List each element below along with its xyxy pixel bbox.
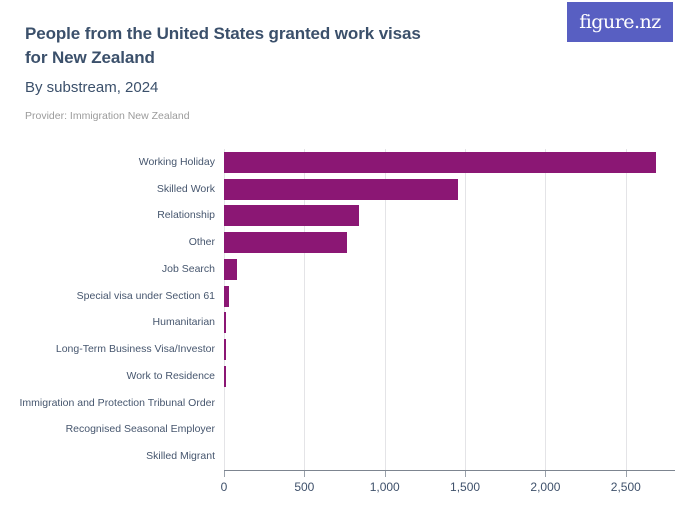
provider-note: Provider: Immigration New Zealand [25, 110, 190, 122]
category-label: Relationship [157, 209, 215, 222]
chart-row: Job Search [0, 256, 700, 283]
x-axis-tick [304, 471, 306, 477]
bar-work-to-residence [224, 365, 226, 387]
x-axis-tick-label: 0 [220, 480, 228, 494]
x-axis-line [224, 470, 675, 471]
gridline-x-1500 [465, 149, 467, 470]
category-label: Skilled Work [156, 182, 215, 195]
chart-row: Skilled Migrant [0, 443, 700, 470]
bar-other [224, 232, 347, 254]
bar-humanitarian [224, 312, 227, 334]
chart-row: Immigration and Protection Tribunal Orde… [0, 390, 700, 417]
chart-row: Relationship [0, 203, 700, 230]
x-axis-tick-label: 2,500 [610, 480, 641, 494]
x-axis-tick [384, 471, 386, 477]
plot-area [224, 149, 674, 470]
gridline-x-2000 [545, 149, 547, 470]
chart-row: Working Holiday [0, 149, 700, 176]
chart-row: Skilled Work [0, 176, 700, 203]
x-axis-tick [545, 471, 547, 477]
x-axis-tick [465, 471, 467, 477]
chart-row: Long-Term Business Visa/Investor [0, 336, 700, 363]
x-axis-tick-label: 500 [294, 480, 315, 494]
chart-row: Work to Residence [0, 363, 700, 390]
category-label: Working Holiday [138, 155, 215, 168]
gridline-x-2500 [625, 149, 627, 470]
category-label: Immigration and Protection Tribunal Orde… [19, 396, 215, 409]
category-label: Long-Term Business Visa/Investor [55, 343, 215, 356]
bar-job-search [224, 258, 237, 280]
category-label: Special visa under Section 61 [76, 289, 215, 302]
bar-relationship [224, 205, 359, 227]
category-label: Work to Residence [126, 369, 215, 382]
bar-working-holiday [224, 151, 657, 173]
category-label: Other [188, 236, 215, 249]
x-axis-tick-label: 2,000 [530, 480, 561, 494]
chart-row: Other [0, 229, 700, 256]
category-label: Recognised Seasonal Employer [65, 423, 215, 436]
category-label: Job Search [161, 262, 215, 275]
chart-title: People from the United States granted wo… [25, 24, 421, 67]
bar-special-visa-under-section-61 [224, 285, 229, 307]
chart-row: Humanitarian [0, 310, 700, 337]
x-axis-tick-label: 1,500 [450, 480, 481, 494]
figure-nz-logo-text: figure.nz [579, 11, 661, 33]
chart-header: People from the United States granted wo… [25, 22, 545, 122]
x-axis-tick [224, 471, 225, 477]
figure-nz-logo: figure.nz [567, 2, 673, 42]
category-label: Humanitarian [152, 316, 215, 329]
chart-subtitle: By substream, 2024 [25, 79, 159, 96]
gridline-x-1000 [384, 149, 386, 470]
chart-row: Special visa under Section 61 [0, 283, 700, 310]
x-axis-tick [625, 471, 627, 477]
chart-row: Recognised Seasonal Employer [0, 417, 700, 444]
gridline-x-500 [304, 149, 306, 470]
bar-long-term-business-visa-investor [224, 339, 226, 361]
gridline-x-0 [224, 149, 225, 470]
bar-skilled-work [224, 178, 458, 200]
x-axis-tick-label: 1,000 [369, 480, 400, 494]
category-label: Skilled Migrant [146, 450, 215, 463]
bar-chart: 0 500 1,000 1,500 2,000 2,500 Working Holiday… [0, 149, 700, 525]
